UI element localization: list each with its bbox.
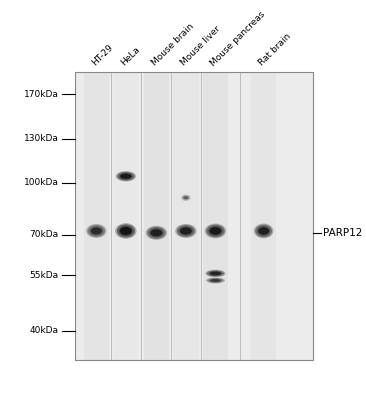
Ellipse shape <box>175 224 197 238</box>
Ellipse shape <box>92 228 101 234</box>
Ellipse shape <box>117 172 134 181</box>
Bar <box>75 72 313 360</box>
Text: 130kDa: 130kDa <box>24 134 59 143</box>
Ellipse shape <box>207 270 224 276</box>
Text: HeLa: HeLa <box>119 45 142 68</box>
Ellipse shape <box>117 224 135 238</box>
Ellipse shape <box>211 272 220 275</box>
Ellipse shape <box>90 226 103 236</box>
Text: Mouse brain: Mouse brain <box>150 22 195 68</box>
Ellipse shape <box>259 228 268 234</box>
Ellipse shape <box>121 228 131 234</box>
Text: Rat brain: Rat brain <box>257 32 293 68</box>
Ellipse shape <box>257 226 270 236</box>
Bar <box>251 72 276 360</box>
Ellipse shape <box>121 174 130 179</box>
Ellipse shape <box>119 226 133 236</box>
Bar <box>173 72 198 360</box>
Text: 170kDa: 170kDa <box>24 90 59 99</box>
Text: 40kDa: 40kDa <box>30 326 59 335</box>
Ellipse shape <box>179 226 193 236</box>
Text: Mouse pancreas: Mouse pancreas <box>209 10 267 68</box>
Bar <box>144 72 169 360</box>
Ellipse shape <box>149 228 163 237</box>
Ellipse shape <box>87 225 105 237</box>
Ellipse shape <box>210 227 221 235</box>
Ellipse shape <box>119 173 132 180</box>
Ellipse shape <box>181 228 191 234</box>
Ellipse shape <box>181 194 191 201</box>
Ellipse shape <box>182 195 190 200</box>
Ellipse shape <box>152 230 161 236</box>
Ellipse shape <box>205 270 225 277</box>
Text: 70kDa: 70kDa <box>29 230 59 239</box>
Text: Mouse liver: Mouse liver <box>180 24 223 68</box>
Ellipse shape <box>86 224 107 238</box>
Ellipse shape <box>211 279 220 282</box>
Ellipse shape <box>210 228 220 234</box>
Ellipse shape <box>209 278 221 282</box>
Ellipse shape <box>150 229 162 236</box>
Ellipse shape <box>183 196 189 200</box>
Bar <box>113 72 138 360</box>
Ellipse shape <box>177 225 195 237</box>
Ellipse shape <box>115 223 137 239</box>
Ellipse shape <box>206 225 224 237</box>
Ellipse shape <box>91 228 102 234</box>
Ellipse shape <box>210 272 221 275</box>
Ellipse shape <box>183 196 188 199</box>
Ellipse shape <box>210 279 221 282</box>
Bar <box>203 72 228 360</box>
Ellipse shape <box>120 174 131 179</box>
Ellipse shape <box>147 227 165 239</box>
Text: HT-29: HT-29 <box>90 43 115 68</box>
Ellipse shape <box>180 228 192 234</box>
Ellipse shape <box>258 227 269 235</box>
Ellipse shape <box>209 271 222 276</box>
Ellipse shape <box>207 278 224 283</box>
Ellipse shape <box>146 226 167 240</box>
Ellipse shape <box>205 224 226 238</box>
Ellipse shape <box>209 226 223 236</box>
Ellipse shape <box>116 171 136 182</box>
Bar <box>84 72 109 360</box>
Ellipse shape <box>120 227 132 235</box>
Text: 55kDa: 55kDa <box>29 271 59 280</box>
Ellipse shape <box>254 224 273 238</box>
Ellipse shape <box>184 196 188 199</box>
Bar <box>75 72 313 360</box>
Text: PARP12: PARP12 <box>323 228 362 238</box>
Ellipse shape <box>206 278 225 284</box>
Ellipse shape <box>255 225 272 237</box>
Text: 100kDa: 100kDa <box>24 178 59 188</box>
